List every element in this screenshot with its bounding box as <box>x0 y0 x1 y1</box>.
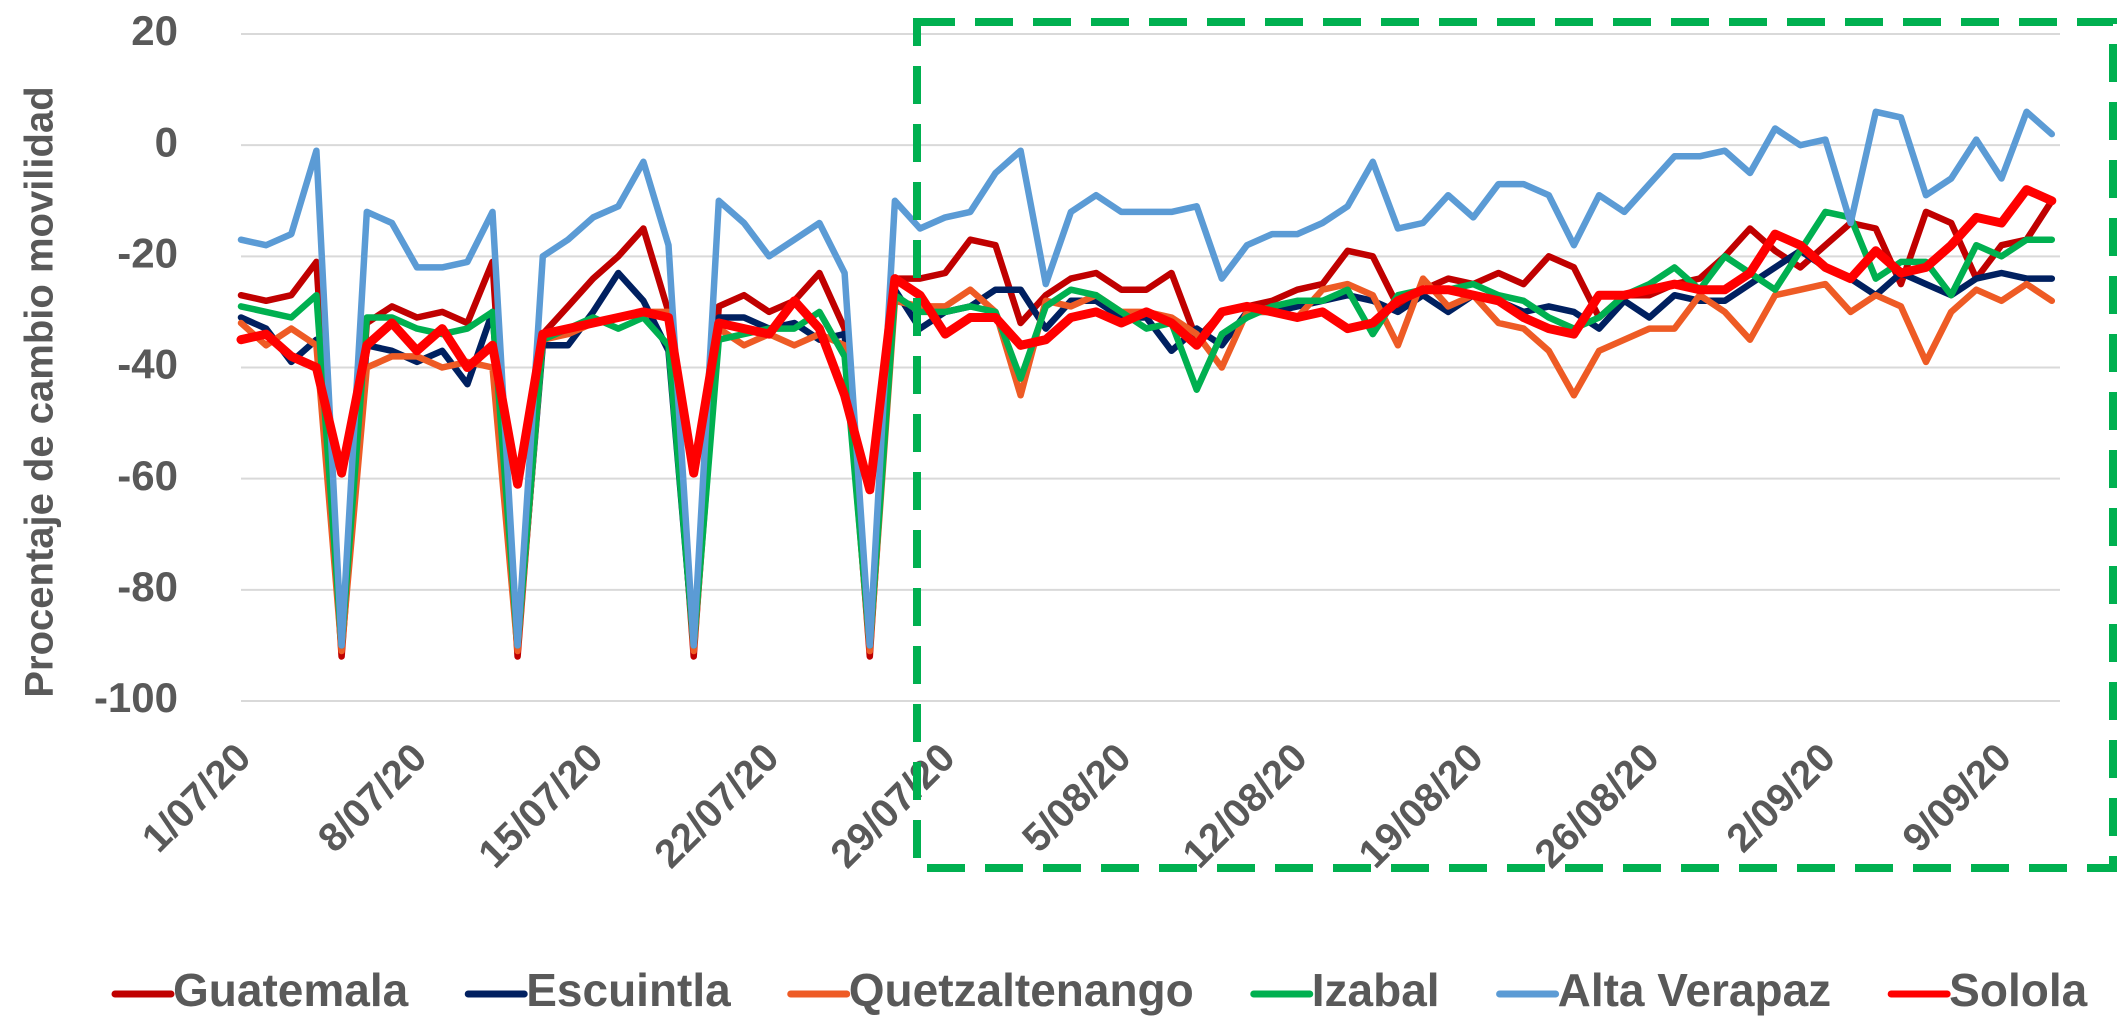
x-tick-label: 22/07/20 <box>646 735 787 876</box>
y-tick-label: -100 <box>94 674 178 721</box>
x-tick-label: 19/08/20 <box>1351 735 1492 876</box>
x-tick-label: 5/08/20 <box>1014 735 1139 860</box>
x-tick-label: 2/09/20 <box>1718 735 1843 860</box>
legend: Guatemala Escuintla Quetzaltenango Izabal Al… <box>111 964 2088 1016</box>
legend-label: Guatemala <box>173 964 409 1016</box>
grid: -100 -80 -60 -40 -20 0 20 1/07/20 8/07/20 15/07/2… <box>94 7 2060 876</box>
x-tick-label: 26/08/20 <box>1527 735 1668 876</box>
y-tick-label: 0 <box>155 118 178 165</box>
legend-label: Izabal <box>1312 964 1440 1016</box>
highlight-box <box>913 18 2117 872</box>
series-line <box>236 185 2057 495</box>
plot-lines <box>236 108 2057 660</box>
legend-label: Quetzaltenango <box>849 964 1194 1016</box>
x-tick-label: 15/07/20 <box>470 735 611 876</box>
x-tick-label: 12/08/20 <box>1174 735 1315 876</box>
x-tick-label: 9/09/20 <box>1894 735 2019 860</box>
y-axis-title: Procentaje de cambio movilidad <box>18 86 62 697</box>
legend-label: Escuintla <box>526 964 731 1016</box>
y-tick-label: 20 <box>131 7 178 54</box>
x-tick-label: 29/07/20 <box>822 735 963 876</box>
series-line <box>237 108 2056 649</box>
y-tick-label: -40 <box>117 341 178 388</box>
y-tick-label: -60 <box>117 452 178 499</box>
legend-label: Solola <box>1949 964 2087 1016</box>
x-tick-label: 8/07/20 <box>310 735 435 860</box>
legend-label: Alta Verapaz <box>1558 964 1832 1016</box>
x-tick-label: 1/07/20 <box>134 735 259 860</box>
y-tick-label: -80 <box>117 563 178 610</box>
y-tick-label: -20 <box>117 229 178 276</box>
